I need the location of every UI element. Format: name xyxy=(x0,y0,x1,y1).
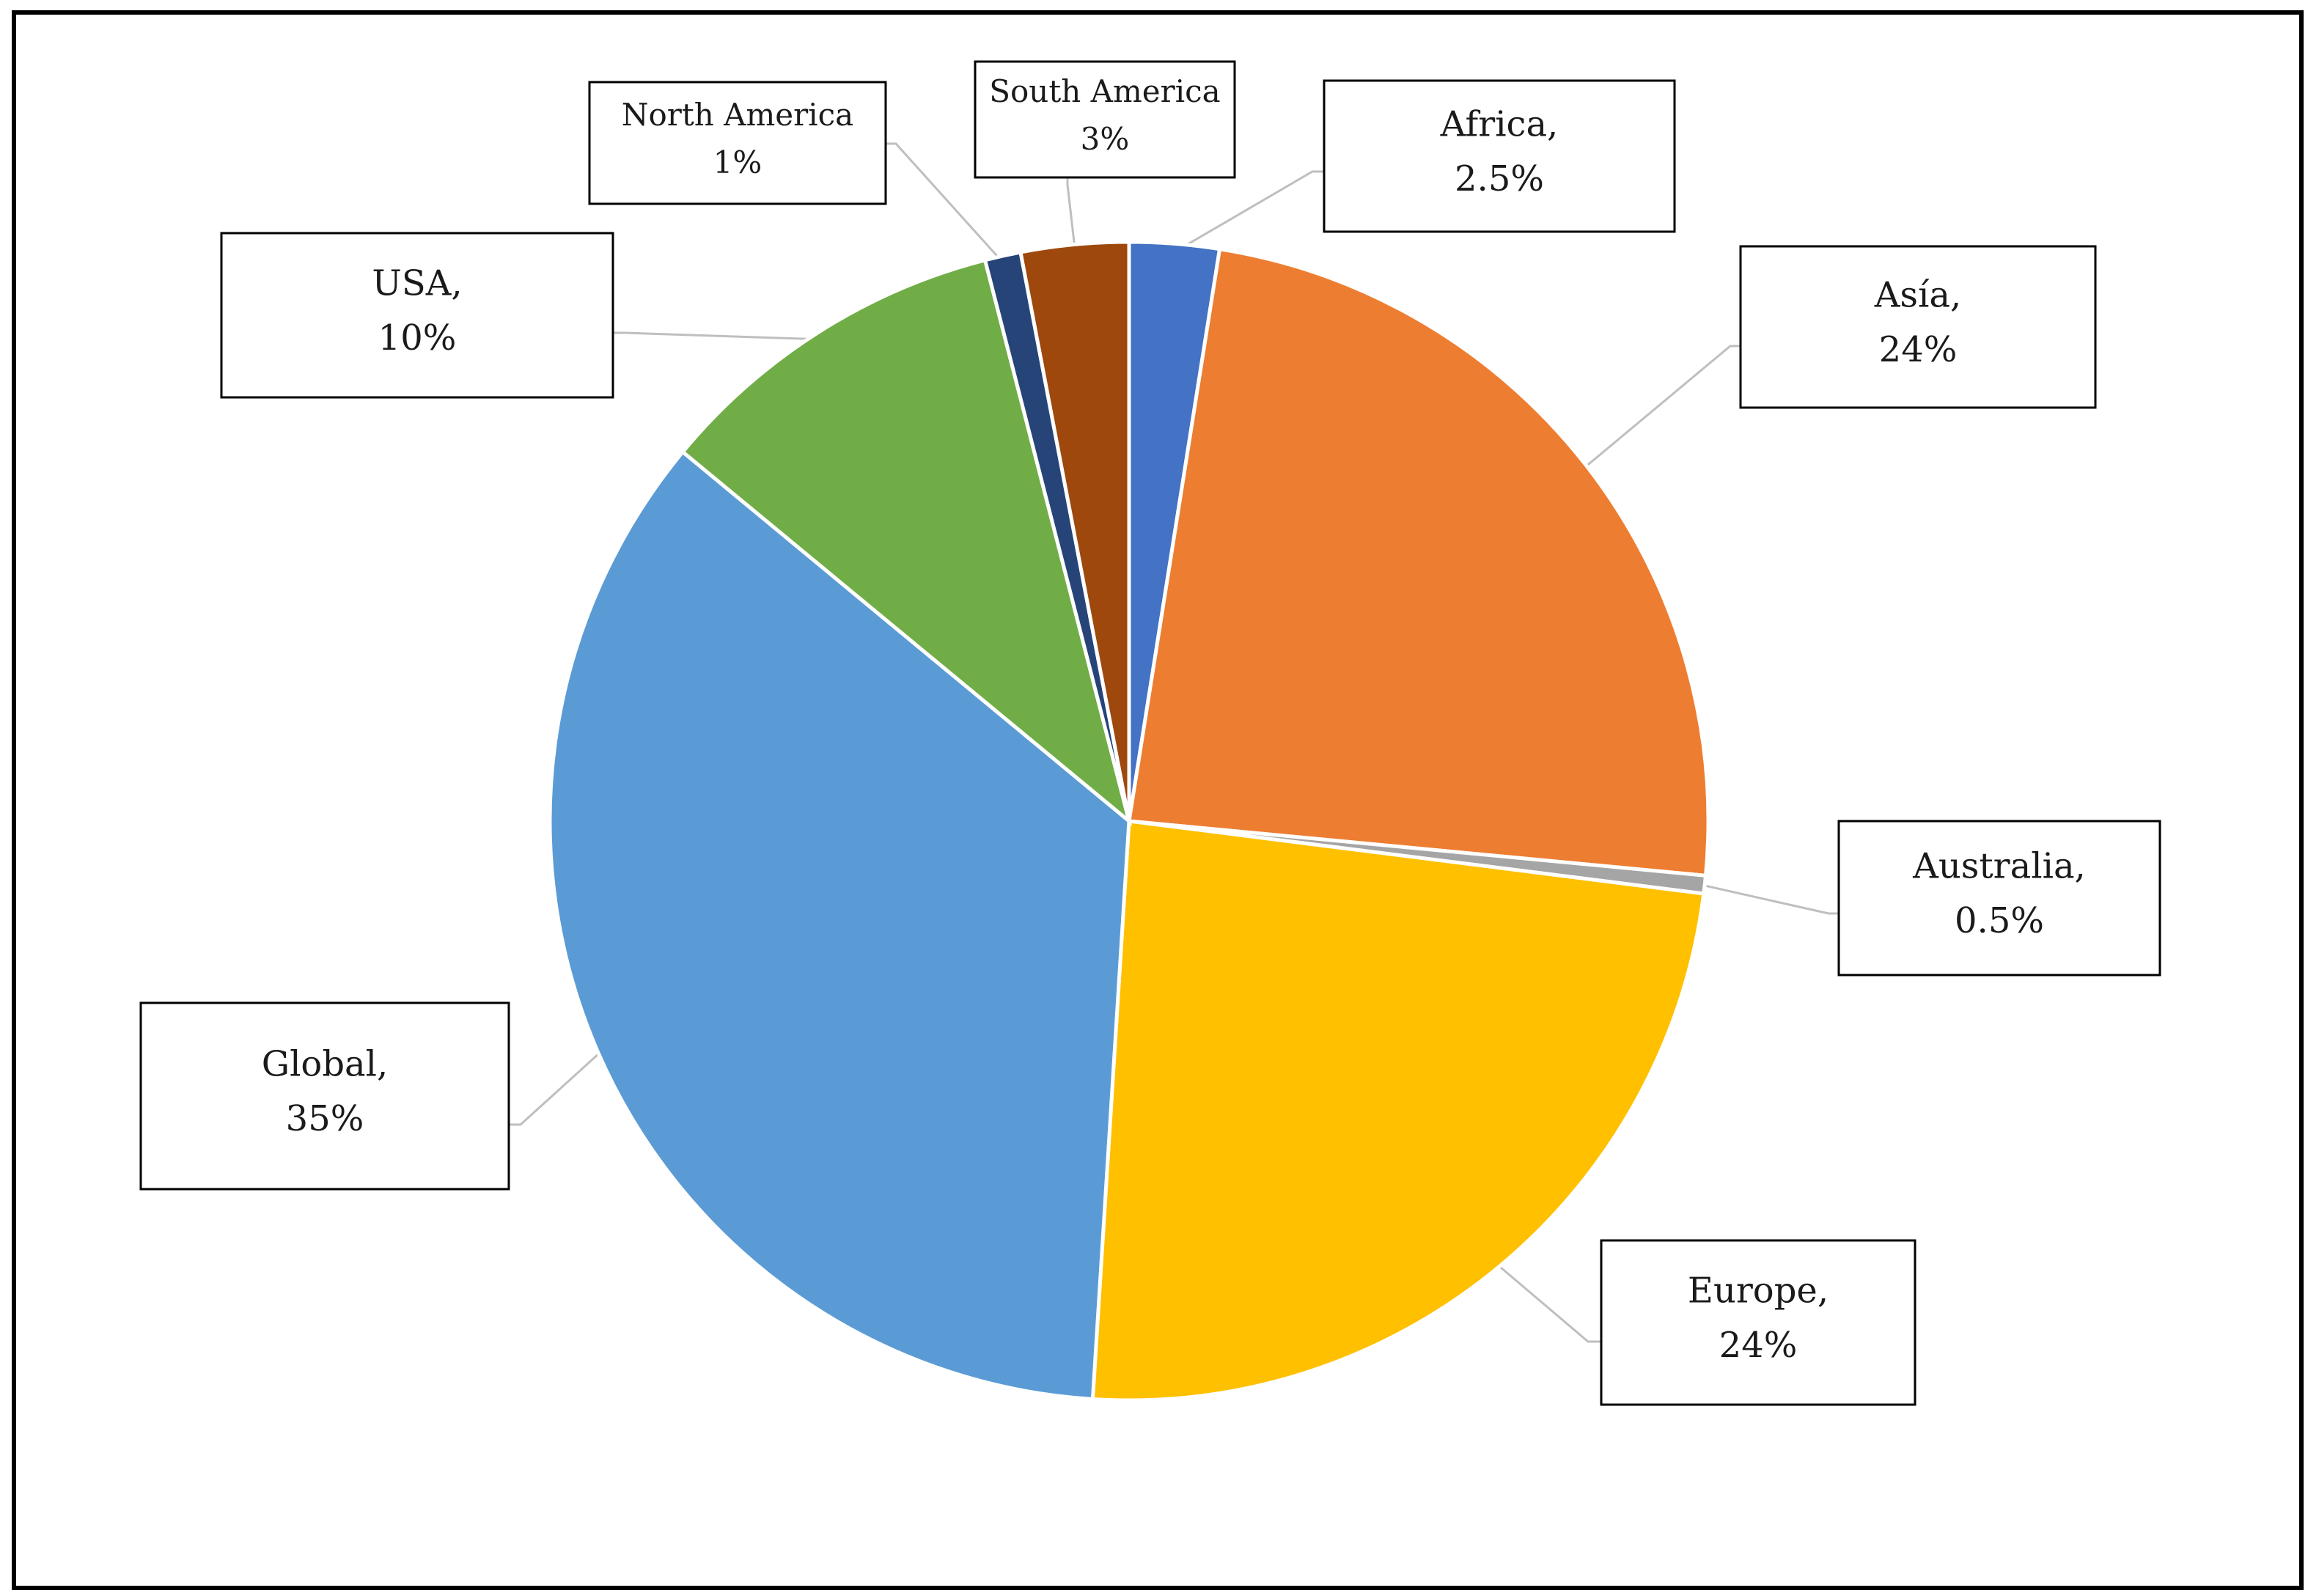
slice-value-label: 24% xyxy=(1879,329,1958,370)
leader-lines xyxy=(509,142,1839,1343)
leader-line-as-a xyxy=(1579,345,1741,473)
data-label-box xyxy=(1837,820,2161,977)
data-label-global: Global, 35% xyxy=(139,1001,510,1191)
data-label-box xyxy=(1739,245,2097,409)
leader-line-europe xyxy=(1492,1259,1601,1343)
data-label-box xyxy=(139,1001,510,1191)
data-label-south-america: South America 3% xyxy=(974,60,1236,179)
data-label-as-a: Asía, 24% xyxy=(1739,245,2097,409)
leader-line-usa xyxy=(613,331,824,341)
slice-value-label: 2.5% xyxy=(1455,158,1544,199)
slice-category-label: Europe, xyxy=(1688,1270,1829,1311)
pie-slices xyxy=(548,240,1710,1402)
data-label-box xyxy=(220,232,614,399)
slice-value-label: 24% xyxy=(1719,1325,1798,1366)
pie-slice-as-a xyxy=(1127,246,1710,878)
leader-line-australia xyxy=(1696,882,1839,915)
pie-slice-europe xyxy=(1090,819,1706,1402)
slice-value-label: 1% xyxy=(713,144,762,180)
pie-slice-south-america xyxy=(1018,240,1131,822)
data-label-box xyxy=(588,81,887,205)
data-label-north-america: North America 1% xyxy=(588,81,887,205)
slice-value-label: 35% xyxy=(286,1098,364,1139)
leader-line-africa xyxy=(1173,170,1324,254)
slice-category-label: USA, xyxy=(372,262,462,304)
slice-category-label: Global, xyxy=(262,1043,389,1084)
slice-category-label: Africa, xyxy=(1440,103,1559,144)
slice-value-label: 0.5% xyxy=(1955,900,2044,941)
leader-line-global xyxy=(509,1046,606,1126)
slice-category-label: South America xyxy=(989,73,1220,109)
data-label-box xyxy=(974,60,1236,179)
data-label-usa: USA, 10% xyxy=(220,232,614,399)
slice-category-label: North America xyxy=(622,97,853,133)
pie-slice-global xyxy=(548,449,1131,1402)
data-label-box xyxy=(1323,79,1676,233)
data-labels: Africa, 2.5% Asía, 24% Australia, 0.5% Europe,… xyxy=(139,60,2161,1406)
leader-line-north-america xyxy=(886,142,1006,265)
data-label-africa: Africa, 2.5% xyxy=(1323,79,1676,233)
data-label-europe: Europe, 24% xyxy=(1600,1239,1916,1406)
slice-category-label: Asía, xyxy=(1874,274,1962,315)
slice-category-label: Australia, xyxy=(1912,845,2086,886)
data-label-australia: Australia, 0.5% xyxy=(1837,820,2161,977)
slice-value-label: 3% xyxy=(1081,121,1130,157)
data-label-box xyxy=(1600,1239,1916,1406)
pie-slice-usa xyxy=(680,257,1133,826)
leader-line-south-america xyxy=(1066,177,1077,254)
slice-value-label: 10% xyxy=(378,317,457,358)
